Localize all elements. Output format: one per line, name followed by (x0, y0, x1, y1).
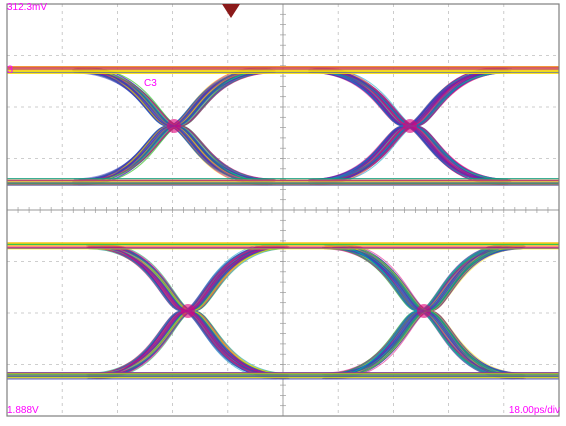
eye-crossing-point (417, 304, 431, 318)
timebase-readout: 18.00ps/div (508, 405, 560, 416)
eye-crossing-point (167, 119, 181, 133)
vertical-scale-readout: 1.888V (7, 405, 39, 416)
vertical-offset-readout: 312.3mV (7, 2, 48, 13)
channel-label: C3 (144, 78, 157, 89)
eye-crossing-point (403, 119, 417, 133)
screen-frame (6, 3, 560, 417)
trigger-position-marker[interactable] (222, 4, 240, 18)
channel-marker[interactable]: 3 (7, 64, 14, 76)
eye-crossing-point (181, 304, 195, 318)
screen-border (6, 3, 560, 417)
eye-traces (7, 66, 559, 380)
